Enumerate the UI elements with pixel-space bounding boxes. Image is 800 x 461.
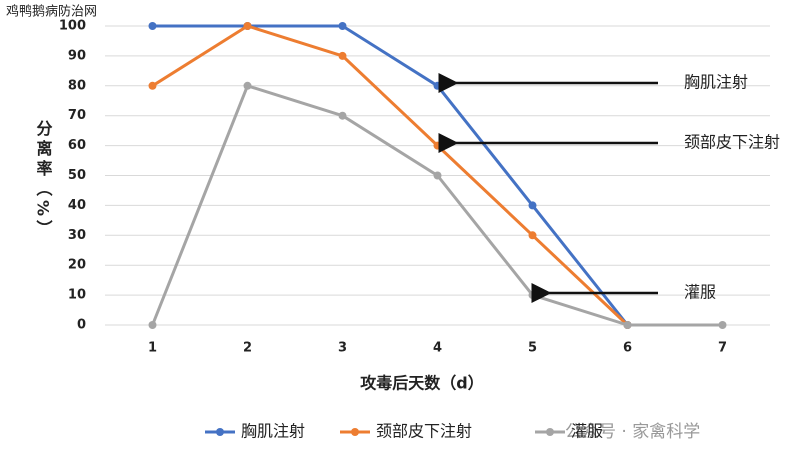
y-axis-label: 分离率（%） — [34, 120, 53, 240]
data-point — [528, 231, 537, 240]
data-point — [148, 22, 157, 30]
x-tick-label: 1 — [148, 341, 157, 356]
data-point — [433, 81, 442, 90]
source-watermark: 公众号 · 家禽科学 — [565, 422, 700, 442]
data-point — [718, 321, 727, 329]
legend-label: 灌服 — [571, 422, 603, 441]
legend-marker — [351, 428, 359, 436]
x-tick-label: 4 — [433, 341, 442, 356]
y-tick-label: 80 — [68, 78, 86, 93]
series-line — [152, 24, 629, 326]
y-tick-label: 30 — [68, 228, 86, 243]
watermark: 鸡鸭鹅病防治网 — [6, 4, 97, 20]
legend-label: 胸肌注射 — [241, 422, 305, 441]
x-tick-label: 5 — [528, 341, 537, 356]
y-tick-label: 50 — [68, 168, 86, 183]
data-point — [528, 201, 537, 210]
y-tick-label: 20 — [68, 258, 86, 273]
y-tick-label: 10 — [68, 288, 86, 303]
x-tick-label: 6 — [623, 341, 632, 356]
annotation: 颈部皮下注射 — [684, 133, 780, 152]
data-point — [338, 111, 347, 120]
data-point — [338, 51, 347, 60]
x-axis-label: 攻毒后天数（d） — [360, 374, 483, 393]
series-line — [151, 24, 629, 327]
x-tick-label: 2 — [243, 341, 252, 356]
data-point — [243, 81, 252, 90]
legend-marker — [216, 428, 224, 436]
y-tick-label: 60 — [68, 138, 86, 153]
y-tick-label: 0 — [77, 318, 86, 333]
x-tick-label: 7 — [718, 341, 727, 356]
data-point — [338, 22, 347, 30]
data-point — [243, 22, 252, 30]
data-point — [148, 321, 157, 329]
legend-label: 颈部皮下注射 — [376, 422, 472, 441]
legend-marker — [546, 428, 554, 436]
data-point — [433, 171, 442, 180]
annotation: 灌服 — [684, 283, 716, 302]
data-point — [623, 321, 632, 329]
y-tick-label: 40 — [68, 198, 86, 213]
data-point — [148, 81, 157, 90]
y-tick-label: 70 — [68, 108, 86, 123]
y-tick-label: 100 — [59, 19, 86, 34]
data-point — [528, 291, 537, 300]
data-point — [433, 141, 442, 150]
annotation: 胸肌注射 — [684, 73, 748, 92]
y-tick-label: 90 — [68, 48, 86, 63]
x-tick-label: 3 — [338, 341, 347, 356]
